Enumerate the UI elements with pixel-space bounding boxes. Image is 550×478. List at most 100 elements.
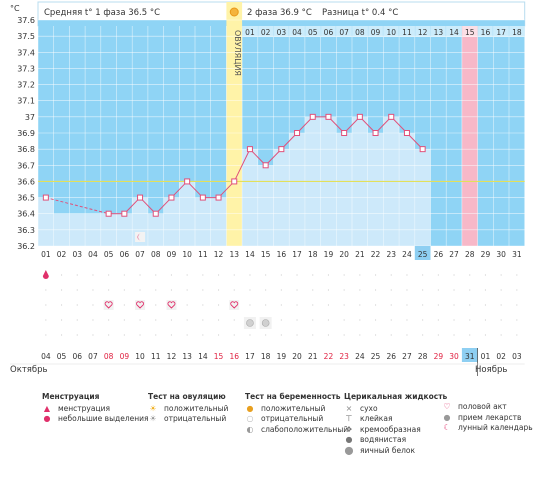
symptom-grid-dot (500, 289, 502, 291)
date-label: 28 (418, 352, 428, 361)
symptom-grid-dot (406, 274, 408, 276)
temperature-difference-label: Разница t° 0.4 °C (322, 8, 398, 18)
legend-item: сухо (360, 403, 378, 413)
date-label: 25 (371, 352, 381, 361)
positive-test-icon: ● (246, 403, 254, 413)
heart-mark (136, 301, 145, 309)
symptom-grid-dot (249, 289, 251, 291)
symptom-grid-dot (516, 289, 518, 291)
top-day-cell (478, 26, 493, 37)
symptom-grid-dot (265, 334, 267, 336)
symptom-grid-dot (217, 319, 220, 321)
symptom-marks (42, 232, 518, 336)
symptom-grid-dot (406, 304, 408, 306)
temperature-point (403, 130, 410, 136)
date-label: 07 (88, 352, 98, 361)
top-day-cell (321, 26, 336, 37)
y-tick-label: 37.1 (17, 97, 35, 106)
cycle-day-label: 07 (135, 250, 145, 259)
symptom-grid-dot (312, 334, 314, 336)
symptom-grid-dot (155, 334, 157, 336)
symptom-grid-dot (76, 274, 78, 276)
legend-other: ♡ половой акт ● прием лекарств ☾ лунный кал… (442, 402, 532, 434)
date-label: 27 (402, 352, 412, 361)
symptom-grid-dot (312, 289, 314, 291)
symptom-grid-dot (327, 289, 330, 291)
symptom-grid-dot (76, 289, 78, 291)
phase1-average-label: Средняя t° 1 фаза 36.5 °C (44, 8, 160, 18)
symptom-grid-dot (139, 274, 141, 276)
symptom-grid-dot (374, 334, 377, 336)
symptom-grid-dot (343, 334, 345, 336)
symptom-grid-dot (453, 289, 455, 291)
symptom-grid-dot (327, 304, 330, 306)
today-date-highlight (461, 348, 478, 362)
symptom-grid-dot (60, 289, 63, 291)
spotting-icon: ● (43, 414, 51, 423)
symptom-grid-dot (437, 334, 439, 336)
symptom-grid-dot (500, 334, 502, 336)
temperature-bar (367, 133, 384, 246)
chart-axes: 36.2 36.3 36.4 36.5 36.6 36.7 36.8 36.9 37 37.1 37… (17, 16, 522, 260)
symptom-grid-dot (422, 334, 424, 336)
date-label: 30 (449, 352, 459, 361)
top-cycle-day-label: 06 (324, 28, 334, 37)
ovulation-test-negative-mark (246, 319, 254, 327)
symptom-grid-dot (76, 304, 78, 306)
date-label: 29 (434, 352, 444, 361)
cycle-day-label: 09 (167, 250, 177, 259)
symptom-grid-dot (280, 274, 282, 276)
cycle-day-label: 20 (339, 250, 349, 259)
sticky-icon: ⊤ (345, 414, 353, 423)
symptom-grid-dot (374, 304, 377, 306)
top-day-cell (336, 26, 352, 37)
watery-icon: ● (345, 435, 353, 444)
date-label: 04 (41, 352, 51, 361)
temperature-point (309, 113, 316, 120)
symptom-grid-dot (139, 289, 141, 291)
cycle-day-label: 15 (261, 250, 271, 259)
date-label: 31 (465, 352, 475, 361)
cycle-day-label: 01 (41, 250, 51, 259)
symptom-grid-dot (217, 334, 220, 336)
date-label: 02 (496, 352, 506, 361)
top-cycle-day-label: 07 (339, 28, 349, 37)
top-day-cell (289, 26, 305, 37)
symptom-grid-dot (186, 289, 188, 291)
temperature-point (278, 146, 285, 153)
symptom-grid-dot (516, 274, 518, 276)
symptom-grid-dot (249, 334, 251, 336)
temperature-bar (257, 165, 274, 246)
cycle-day-label: 26 (434, 250, 444, 259)
symptom-grid-dot (92, 274, 94, 276)
phase2-label: 2 фаза 36.9 °C (247, 8, 312, 18)
top-cycle-day-label: 13 (434, 28, 444, 37)
cycle-day-label: 25 (418, 250, 428, 259)
symptom-grid-dot (406, 334, 408, 336)
symptom-grid-dot (60, 334, 63, 336)
temperature-point (105, 210, 112, 217)
top-day-cell (446, 26, 462, 37)
symptom-grid-dot (186, 334, 188, 336)
legend-item: слабоположительный (261, 424, 349, 434)
mark-cell (166, 300, 177, 310)
symptom-grid-dot (484, 289, 487, 291)
cycle-day-label: 31 (512, 250, 522, 259)
temperature-bar (399, 133, 415, 246)
symptom-grid-dot (343, 289, 345, 291)
symptom-grid-dot (359, 319, 361, 321)
symptom-grid-dot (155, 319, 157, 321)
symptom-grid-dot (170, 334, 173, 336)
symptom-grid-dot (202, 334, 204, 336)
top-day-cell (352, 26, 368, 37)
top-cycle-day-label: 10 (386, 28, 396, 37)
symptom-grid-dot (233, 274, 235, 276)
heart-mark (230, 301, 239, 309)
chart-header: Средняя t° 1 фаза 36.5 °C 2 фаза 36.9 °C… (10, 4, 525, 76)
symptom-grid-dot (280, 289, 282, 291)
symptom-grid-dot (60, 319, 63, 321)
grey-sun-icon: ☀ (149, 414, 157, 423)
temperature-point (137, 194, 144, 201)
symptom-grid-dot (296, 289, 298, 291)
date-label: 10 (135, 352, 145, 361)
